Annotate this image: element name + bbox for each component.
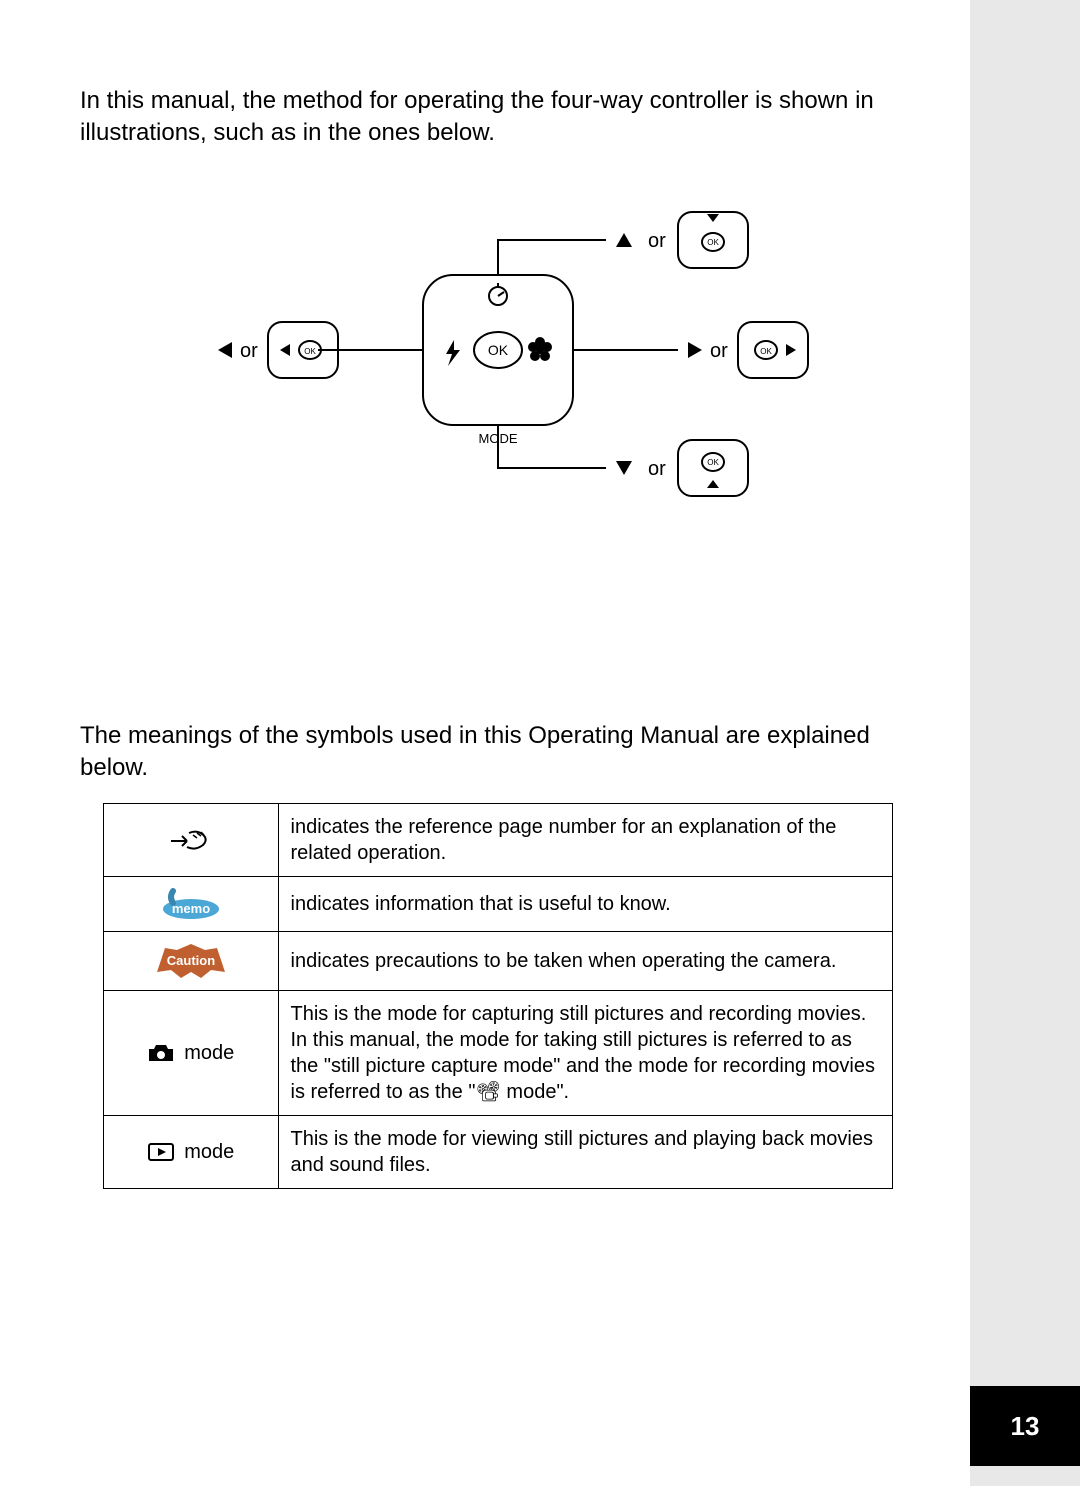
intro-paragraph: In this manual, the method for operating… [80,85,915,150]
or-right: or [710,340,728,362]
desc-cell: This is the mode for viewing still pictu… [278,1115,892,1188]
hand-icon [169,828,213,850]
controller-svg: OK MODE or or or or OK OK OK OK [158,200,838,500]
desc-cell: indicates precautions to be taken when o… [278,931,892,990]
desc-cell: This is the mode for capturing still pic… [278,990,892,1115]
table-row: indicates the reference page number for … [103,803,892,876]
symbols-intro-paragraph: The meanings of the symbols used in this… [80,720,915,785]
table-row: Caution indicates precautions to be take… [103,931,892,990]
ok-label: OK [487,342,508,358]
mode-text: mode [184,1042,234,1064]
svg-text:OK: OK [707,238,719,247]
symbol-cell-caution: Caution [103,931,278,990]
or-up: or [648,230,666,252]
desc-cell: indicates the reference page number for … [278,803,892,876]
side-band [970,0,1080,1486]
symbol-cell-hand [103,803,278,876]
svg-text:Caution: Caution [166,953,214,968]
caution-icon: Caution [155,949,227,971]
mode-label: MODE [478,431,517,446]
svg-text:OK: OK [707,458,719,467]
desc-cell: indicates information that is useful to … [278,876,892,931]
table-row: memo indicates information that is usefu… [103,876,892,931]
page-number: 13 [970,1386,1080,1466]
controller-diagram: OK MODE or or or or OK OK OK OK [98,200,898,500]
table-row: mode This is the mode for viewing still … [103,1115,892,1188]
mode-text: mode [184,1141,234,1163]
camera-icon [147,1042,181,1064]
symbol-cell-play-mode: mode [103,1115,278,1188]
symbol-cell-camera-mode: mode [103,990,278,1115]
page-number-text: 13 [1011,1411,1040,1442]
page-content: In this manual, the method for operating… [0,0,970,1189]
symbol-cell-memo: memo [103,876,278,931]
svg-text:OK: OK [304,347,316,356]
table-row: mode This is the mode for capturing stil… [103,990,892,1115]
svg-text:OK: OK [760,347,772,356]
or-left: or [240,340,258,362]
svg-text:memo: memo [171,901,209,916]
play-icon [147,1141,181,1163]
symbols-table: indicates the reference page number for … [103,803,893,1189]
memo-icon: memo [159,892,223,914]
or-down: or [648,458,666,480]
